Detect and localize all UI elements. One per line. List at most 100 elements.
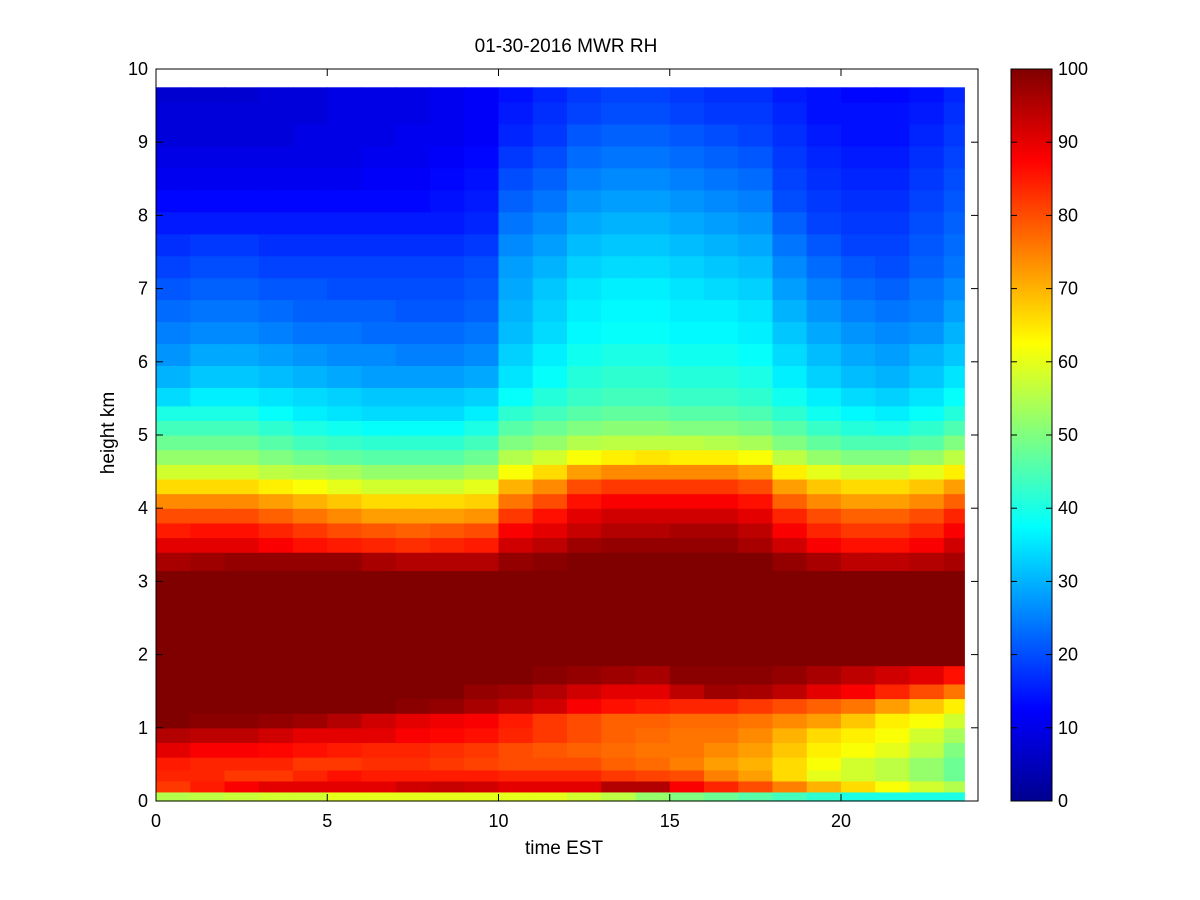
heatmap-cell	[498, 552, 534, 572]
x-tick-label: 5	[322, 811, 332, 831]
heatmap-cell	[532, 742, 568, 758]
heatmap-cell	[806, 420, 842, 436]
heatmap-cell	[841, 145, 876, 169]
heatmap-cell	[567, 570, 602, 601]
heatmap-cell	[327, 365, 363, 389]
heatmap-cell	[635, 449, 671, 465]
heatmap-cell	[532, 698, 568, 714]
heatmap-cell	[669, 780, 705, 793]
heatmap-cell	[806, 211, 842, 235]
heatmap-cell	[464, 599, 500, 637]
heatmap-cell	[156, 791, 191, 802]
heatmap-cell	[293, 387, 328, 407]
heatmap-cell	[704, 299, 739, 323]
heatmap-cell	[669, 420, 705, 436]
heatmap-cell	[704, 742, 739, 758]
heatmap-cell	[498, 742, 534, 758]
heatmap-cell	[190, 508, 226, 524]
heatmap-cell	[772, 537, 808, 553]
heatmap-cell	[875, 769, 911, 782]
heatmap-cell	[669, 211, 705, 235]
heatmap-cell	[430, 277, 465, 301]
heatmap-cell	[361, 780, 397, 793]
heatmap-cell	[190, 101, 226, 125]
heatmap-cell	[772, 636, 808, 667]
x-tick-label: 10	[488, 811, 508, 831]
heatmap-cell	[601, 698, 637, 714]
heatmap-cell	[430, 387, 465, 407]
heatmap-cell	[567, 449, 602, 465]
heatmap-cell	[635, 211, 671, 235]
heatmap-cell	[806, 321, 842, 345]
heatmap-cell	[841, 742, 876, 758]
heatmap-cell	[738, 87, 774, 103]
heatmap-cell	[909, 537, 945, 553]
heatmap-cell	[806, 233, 842, 257]
heatmap-cell	[772, 101, 808, 125]
heatmap-cell	[532, 123, 568, 147]
heatmap-cell	[875, 233, 911, 257]
heatmap-cell	[635, 321, 671, 345]
heatmap-cell	[190, 233, 226, 257]
heatmap-cell	[498, 255, 534, 279]
heatmap-cell	[395, 665, 431, 685]
heatmap-cell	[909, 233, 945, 257]
heatmap-cell	[430, 123, 465, 147]
heatmap-cell	[772, 665, 808, 685]
heatmap-cell	[875, 665, 911, 685]
heatmap-cell	[943, 123, 965, 147]
heatmap-cell	[738, 636, 774, 667]
heatmap-cell	[361, 522, 397, 539]
heatmap-cell	[395, 698, 431, 714]
heatmap-cell	[909, 435, 945, 451]
heatmap-cell	[498, 299, 534, 323]
x-axis-label: time EST	[525, 838, 604, 859]
heatmap-cell	[327, 123, 363, 147]
heatmap-cell	[738, 101, 774, 125]
heatmap-cell	[567, 757, 602, 771]
heatmap-cell	[498, 522, 534, 539]
heatmap-cell	[909, 449, 945, 465]
heatmap-cell	[704, 522, 739, 539]
heatmap-cell	[567, 435, 602, 451]
heatmap-cell	[704, 387, 739, 407]
heatmap-cell	[258, 599, 294, 637]
heatmap-cell	[224, 299, 260, 323]
heatmap-cell	[669, 145, 705, 169]
heatmap-cell	[909, 683, 945, 700]
heatmap-cell	[361, 101, 397, 125]
heatmap-cell	[875, 211, 911, 235]
heatmap-cell	[395, 365, 431, 389]
heatmap-cell	[258, 123, 294, 147]
heatmap-cell	[601, 387, 637, 407]
heatmap-cell	[498, 211, 534, 235]
heatmap-cell	[635, 727, 671, 744]
heatmap-cell	[738, 522, 774, 539]
heatmap-cell	[909, 665, 945, 685]
heatmap-cell	[293, 435, 328, 451]
heatmap-cell	[669, 493, 705, 509]
heatmap-cell	[532, 780, 568, 793]
heatmap-cell	[909, 277, 945, 301]
heatmap-cell	[293, 464, 328, 480]
y-tick-label: 4	[138, 498, 148, 518]
heatmap-cell	[841, 508, 876, 524]
heatmap-cell	[772, 508, 808, 524]
heatmap-cell	[464, 552, 500, 572]
heatmap-cell	[738, 321, 774, 345]
heatmap-cell	[190, 189, 226, 213]
heatmap-cell	[601, 211, 637, 235]
heatmap-cell	[738, 769, 774, 782]
heatmap-cell	[395, 713, 431, 729]
heatmap-cell	[601, 780, 637, 793]
heatmap-cell	[532, 255, 568, 279]
y-tick-label: 9	[138, 132, 148, 152]
heatmap-cell	[395, 780, 431, 793]
heatmap-cell	[395, 211, 431, 235]
heatmap-cell	[293, 211, 328, 235]
heatmap-cell	[224, 769, 260, 782]
heatmap-cell	[909, 343, 945, 367]
heatmap-cell	[190, 757, 226, 771]
heatmap-cell	[601, 299, 637, 323]
heatmap-cell	[293, 636, 328, 667]
